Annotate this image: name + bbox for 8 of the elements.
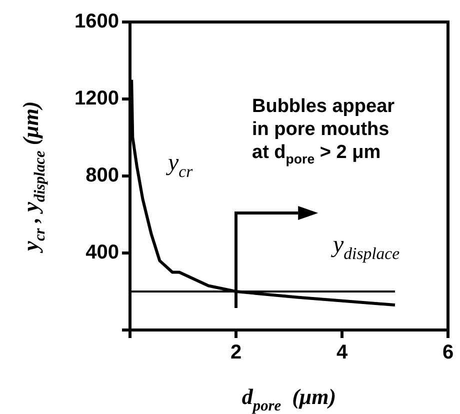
y-tick-label: 1600 xyxy=(74,10,119,33)
x-tick-label: 2 xyxy=(230,342,242,364)
y-tick-label: 400 xyxy=(86,242,119,264)
x-tick-label: 4 xyxy=(336,342,348,364)
y-axis-title: ycr , ydisplace (μm) xyxy=(18,101,49,254)
y-tick-label: 1200 xyxy=(74,88,119,110)
x-tick-label: 6 xyxy=(442,342,454,364)
y-tick-label: 800 xyxy=(86,164,119,187)
